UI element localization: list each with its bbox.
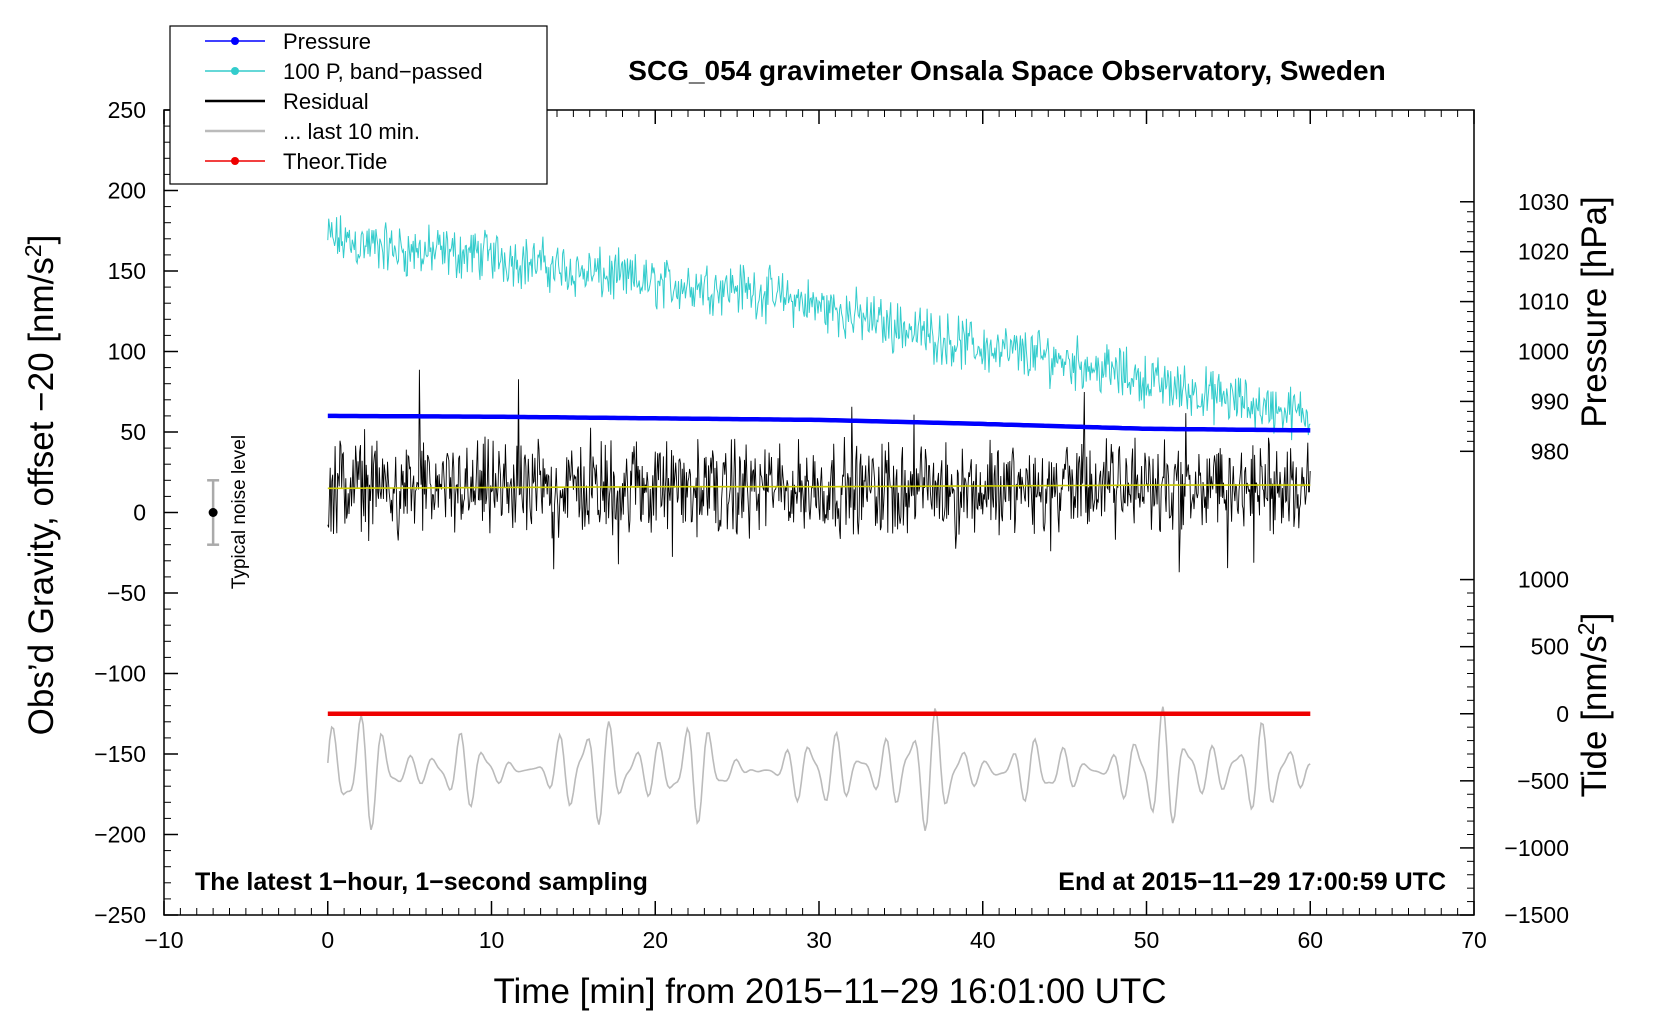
noise-level-dot (208, 508, 218, 517)
tide-axis-tick-label: −1500 (1504, 902, 1569, 928)
tide-axis-label-sup: 2 (1573, 622, 1599, 635)
axis-layer: −10 0 10 20 30 40 50 60 70250200150100500−50−100… (94, 97, 1569, 953)
pressure-axis-tick-label: 1030 (1518, 189, 1569, 215)
pressure-axis-tick-label: 990 (1531, 388, 1569, 414)
legend-entry-bandpassed: 100 P, band−passed (205, 59, 483, 84)
y-axis-label-main: Obs’d Gravity, offset −20 [nm/s (22, 257, 61, 735)
y-tick-label: −200 (94, 822, 146, 848)
x-tick-label: 60 (1297, 927, 1323, 953)
y-tick-label: −250 (94, 902, 146, 928)
legend-marker-tide (231, 157, 239, 165)
x-tick-label: 70 (1461, 927, 1487, 953)
x-tick-label: 50 (1134, 927, 1160, 953)
y-tick-label: 250 (108, 97, 146, 123)
y-tick-label: −50 (107, 580, 146, 606)
y-tick-label: −100 (94, 661, 146, 687)
x-tick-label: −10 (144, 927, 183, 953)
pressure-axis-tick-label: 980 (1531, 438, 1569, 464)
legend-label-bandpassed: 100 P, band−passed (283, 59, 483, 84)
legend-marker-bandpassed (231, 67, 239, 75)
legend-entry-pressure: Pressure (205, 29, 371, 54)
tide-axis-tick-label: −500 (1517, 768, 1569, 794)
series-layer (327, 215, 1311, 831)
x-tick-label: 0 (321, 927, 334, 953)
annotation-sampling: The latest 1−hour, 1−second sampling (195, 868, 648, 896)
tide-axis-tick-label: −1000 (1504, 835, 1569, 861)
noise-level-indicator: Typical noise level (207, 435, 250, 589)
x-axis-label: Time [min] from 2015−11−29 16:01:00 UTC (493, 972, 1166, 1011)
legend-label-residual: Residual (283, 89, 369, 114)
x-tick-label: 10 (479, 927, 505, 953)
pressure-axis-tick-label: 1020 (1518, 239, 1569, 265)
y-axis-label-end: ] (22, 235, 61, 245)
y-tick-label: 100 (108, 339, 146, 365)
y-tick-label: 0 (133, 500, 146, 526)
x-tick-label: 20 (642, 927, 668, 953)
series-residual (327, 369, 1311, 573)
legend-label-tide: Theor.Tide (283, 149, 387, 174)
series-residual-mean (327, 484, 1311, 490)
legend-entry-tide: Theor.Tide (205, 149, 387, 174)
noise-level-label: Typical noise level (229, 435, 250, 589)
legend: Pressure 100 P, band−passed Residual ...… (169, 25, 548, 185)
legend-entry-last10: ... last 10 min. (205, 119, 420, 144)
y-tick-label: 200 (108, 178, 146, 204)
y-tick-label: 150 (108, 258, 146, 284)
y-axis-label-sup: 2 (20, 244, 46, 257)
series-last-10-min (327, 706, 1311, 831)
tide-axis-label-main: Tide [nm/s (1575, 635, 1614, 797)
legend-label-pressure: Pressure (283, 29, 371, 54)
y-tick-label: −150 (94, 741, 146, 767)
series-band-passed-pressure (327, 215, 1311, 441)
legend-marker-pressure (231, 37, 239, 45)
tide-axis-tick-label: 1000 (1518, 567, 1569, 593)
series-pressure (327, 413, 1311, 433)
pressure-axis-label: Pressure [hPa] (1575, 196, 1614, 428)
chart-title: SCG_054 gravimeter Onsala Space Observat… (628, 55, 1385, 86)
annotation-end-time: End at 2015−11−29 17:00:59 UTC (1058, 868, 1446, 896)
tide-axis-label: Tide [nm/s2] (1573, 613, 1614, 798)
y-tick-label: 50 (120, 419, 146, 445)
legend-label-last10: ... last 10 min. (283, 119, 420, 144)
y-axis-label: Obs’d Gravity, offset −20 [nm/s2] (20, 235, 61, 736)
tide-axis-tick-label: 500 (1531, 634, 1569, 660)
pressure-axis-tick-label: 1010 (1518, 289, 1569, 315)
tide-axis-tick-label: 0 (1556, 701, 1569, 727)
pressure-axis-tick-label: 1000 (1518, 339, 1569, 365)
tide-axis-label-end: ] (1575, 613, 1614, 623)
x-tick-label: 40 (970, 927, 996, 953)
legend-entry-residual: Residual (205, 89, 369, 114)
x-tick-label: 30 (806, 927, 832, 953)
